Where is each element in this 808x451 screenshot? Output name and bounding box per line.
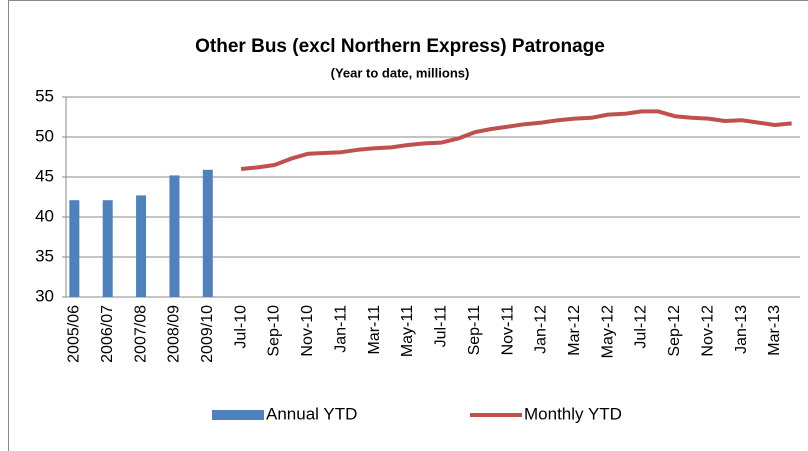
- x-tick-label: Jul-12: [633, 305, 650, 349]
- x-tick-label: Sep-12: [666, 305, 683, 357]
- x-tick-label: Nov-11: [499, 305, 516, 355]
- x-tick-label: 2006/07: [99, 305, 116, 363]
- bar: [102, 200, 113, 297]
- x-tick-label: Mar-13: [766, 305, 783, 356]
- x-tick-label: May-11: [399, 305, 416, 357]
- x-tick-label: Jan-11: [332, 305, 349, 353]
- x-tick-label: Mar-12: [566, 305, 583, 356]
- bar: [169, 175, 180, 297]
- x-tick-label: Sep-10: [266, 305, 283, 357]
- line: [240, 109, 792, 171]
- x-tick-label: Nov-10: [299, 305, 316, 357]
- chart-title: Other Bus (excl Northern Express) Patron…: [195, 36, 605, 57]
- y-tick-label: 45: [35, 166, 54, 185]
- x-tick-label: May-12: [599, 305, 616, 358]
- bar: [202, 169, 213, 297]
- legend-label: Monthly YTD: [524, 404, 622, 423]
- x-tick-label: Jul-11: [433, 305, 450, 347]
- x-tick-label: Jan-13: [733, 305, 750, 354]
- x-tick-label: 2008/09: [166, 305, 183, 363]
- x-tick-label: Jul-10: [232, 305, 249, 349]
- y-tick-label: 35: [35, 246, 54, 265]
- x-tick-label: 2007/08: [132, 305, 149, 363]
- x-tick-label: Sep-11: [466, 305, 483, 356]
- chart-subtitle: (Year to date, millions): [331, 65, 470, 80]
- y-tick-label: 30: [35, 286, 54, 305]
- x-tick-label: Mar-11: [366, 305, 383, 355]
- legend-swatch: [212, 410, 264, 420]
- y-tick-label: 40: [35, 206, 54, 225]
- bar: [136, 195, 147, 297]
- x-tick-label: Nov-12: [699, 305, 716, 357]
- x-tick-label: 2005/06: [66, 305, 83, 363]
- x-tick-label: Jan-12: [533, 305, 550, 354]
- x-tick-label: 2009/10: [199, 305, 216, 363]
- legend-label: Annual YTD: [266, 404, 357, 423]
- y-tick-label: 50: [35, 126, 54, 145]
- y-tick-label: 55: [35, 86, 54, 105]
- bar: [69, 200, 80, 297]
